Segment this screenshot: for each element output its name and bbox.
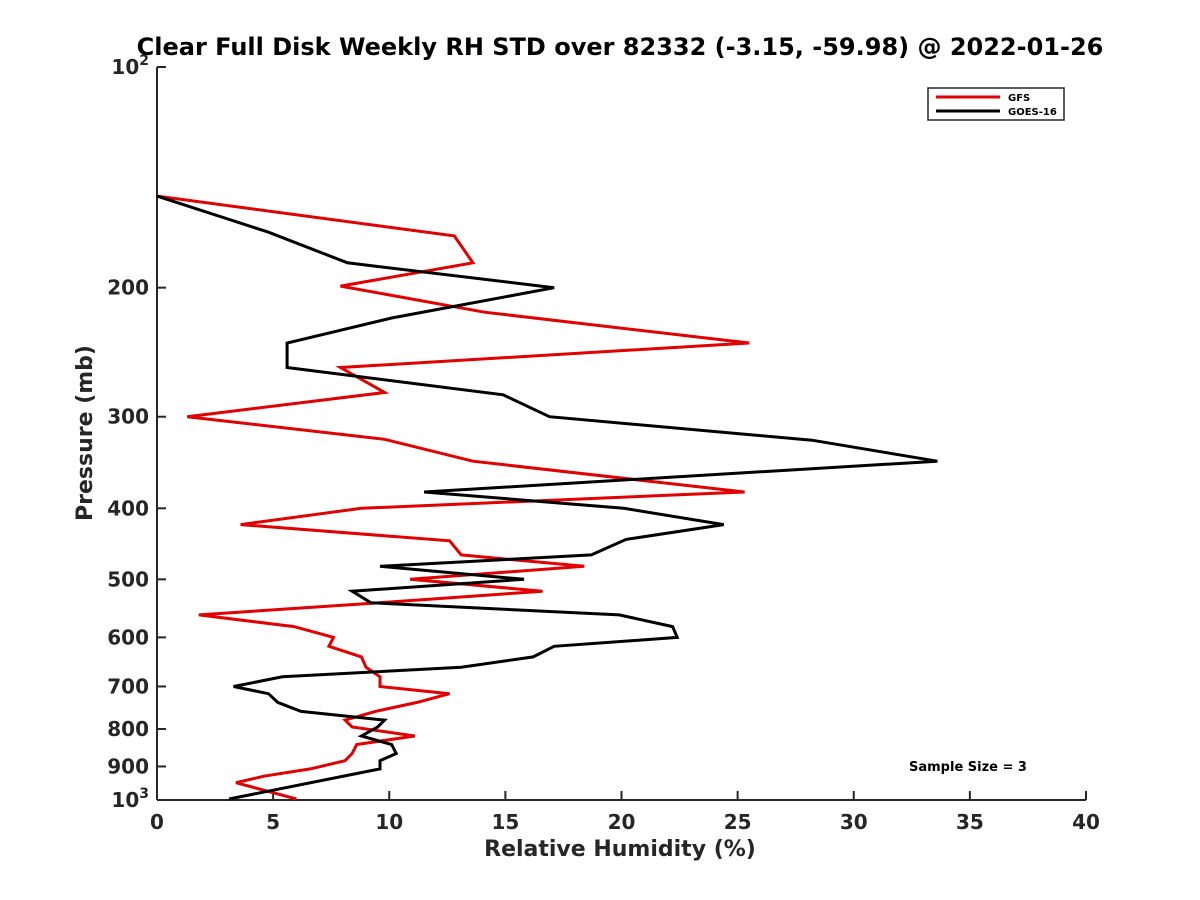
- y-tick-label: 200: [107, 276, 149, 300]
- series-line-gfs: [156, 194, 750, 801]
- y-tick-label: 103: [111, 786, 149, 812]
- y-tick-label: 600: [107, 625, 149, 649]
- chart-title: Clear Full Disk Weekly RH STD over 82332…: [137, 33, 1104, 61]
- legend-label: GFS: [1008, 93, 1030, 104]
- y-axis-label: Pressure (mb): [73, 345, 98, 521]
- y-tick-label: 102: [111, 53, 149, 79]
- x-tick-label: 5: [266, 810, 280, 834]
- x-tick-label: 15: [491, 810, 519, 834]
- legend-label: GOES-16: [1008, 107, 1057, 118]
- x-tick-label: 20: [608, 810, 636, 834]
- series-line-goes-16: [156, 194, 938, 801]
- x-tick-label: 10: [375, 810, 403, 834]
- x-tick-label: 0: [150, 810, 164, 834]
- y-tick-label: 700: [107, 674, 149, 698]
- x-axis-label: Relative Humidity (%): [484, 837, 756, 862]
- x-tick-label: 25: [724, 810, 752, 834]
- y-tick-label: 300: [107, 405, 149, 429]
- legend-box: [927, 87, 1065, 121]
- x-tick-label: 30: [840, 810, 868, 834]
- y-tick-label: 900: [107, 754, 149, 778]
- y-tick-label: 800: [107, 717, 149, 741]
- series-layer: [156, 194, 938, 801]
- x-tick-label: 35: [956, 810, 984, 834]
- y-tick-label: 500: [107, 567, 149, 591]
- x-tick-label: 40: [1072, 810, 1100, 834]
- legend: GFS GOES-16: [927, 87, 1065, 121]
- plot-axes: 0 5 10 15 20 25 30 35 40 102 200 300 400 500 600 700 800…: [107, 53, 1100, 834]
- sample-size-annotation: Sample Size = 3: [909, 760, 1027, 775]
- y-tick-label: 400: [107, 496, 149, 520]
